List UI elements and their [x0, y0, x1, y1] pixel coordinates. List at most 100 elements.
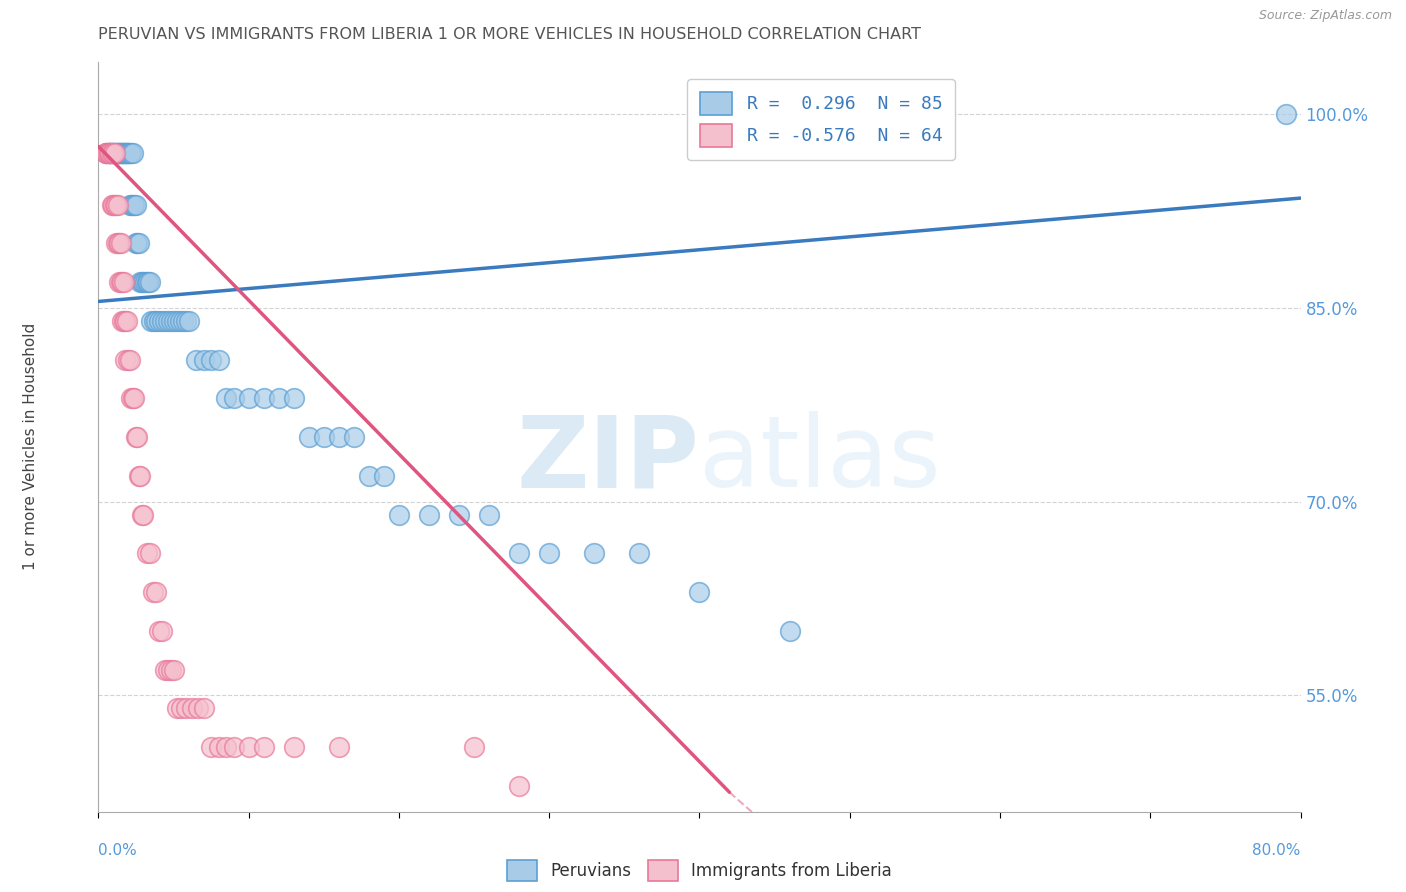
Point	[1274, 107, 1296, 121]
Point	[162, 663, 184, 677]
Point	[129, 468, 152, 483]
Point	[166, 701, 188, 715]
Point	[108, 275, 131, 289]
Point	[208, 740, 231, 755]
Point	[132, 275, 155, 289]
Point	[162, 314, 184, 328]
Point	[388, 508, 411, 522]
Point	[114, 145, 136, 160]
Point	[114, 314, 136, 328]
Point	[117, 145, 139, 160]
Point	[478, 508, 501, 522]
Point	[688, 585, 710, 599]
Point	[101, 145, 124, 160]
Point	[114, 145, 136, 160]
Point	[153, 314, 176, 328]
Point	[125, 197, 148, 211]
Point	[121, 197, 143, 211]
Point	[105, 145, 128, 160]
Point	[166, 314, 188, 328]
Point	[112, 145, 135, 160]
Point	[463, 740, 485, 755]
Point	[131, 275, 153, 289]
Point	[328, 740, 350, 755]
Point	[174, 701, 197, 715]
Point	[121, 392, 143, 406]
Point	[111, 145, 134, 160]
Point	[103, 145, 125, 160]
Point	[107, 145, 129, 160]
Point	[105, 236, 128, 251]
Point	[110, 275, 132, 289]
Point	[122, 392, 145, 406]
Point	[127, 236, 149, 251]
Point	[110, 145, 132, 160]
Point	[100, 145, 122, 160]
Point	[238, 740, 260, 755]
Point	[200, 352, 222, 367]
Point	[253, 740, 276, 755]
Point	[104, 197, 127, 211]
Point	[112, 314, 135, 328]
Text: ZIP: ZIP	[516, 411, 699, 508]
Point	[107, 197, 129, 211]
Point	[128, 468, 150, 483]
Point	[145, 585, 167, 599]
Point	[108, 145, 131, 160]
Text: PERUVIAN VS IMMIGRANTS FROM LIBERIA 1 OR MORE VEHICLES IN HOUSEHOLD CORRELATION : PERUVIAN VS IMMIGRANTS FROM LIBERIA 1 OR…	[98, 27, 921, 42]
Point	[283, 392, 305, 406]
Point	[128, 236, 150, 251]
Point	[104, 145, 127, 160]
Point	[222, 392, 245, 406]
Point	[118, 145, 141, 160]
Point	[108, 236, 131, 251]
Point	[111, 314, 134, 328]
Point	[125, 430, 148, 444]
Point	[141, 585, 163, 599]
Point	[121, 145, 143, 160]
Point	[135, 275, 157, 289]
Point	[150, 624, 173, 638]
Point	[117, 145, 139, 160]
Point	[127, 430, 149, 444]
Point	[103, 145, 125, 160]
Point	[312, 430, 335, 444]
Point	[253, 392, 276, 406]
Point	[107, 236, 129, 251]
Point	[180, 701, 202, 715]
Point	[112, 275, 135, 289]
Point	[134, 275, 156, 289]
Point	[117, 352, 139, 367]
Point	[193, 352, 215, 367]
Point	[115, 145, 138, 160]
Point	[150, 314, 173, 328]
Point	[357, 468, 380, 483]
Point	[101, 145, 124, 160]
Text: 80.0%: 80.0%	[1253, 843, 1301, 858]
Legend: Peruvians, Immigrants from Liberia: Peruvians, Immigrants from Liberia	[499, 852, 900, 889]
Point	[208, 352, 231, 367]
Point	[508, 546, 530, 560]
Point	[125, 236, 148, 251]
Point	[103, 145, 125, 160]
Point	[298, 430, 321, 444]
Point	[122, 145, 145, 160]
Point	[143, 314, 166, 328]
Point	[139, 314, 162, 328]
Point	[111, 145, 134, 160]
Point	[215, 392, 238, 406]
Point	[583, 546, 606, 560]
Point	[174, 314, 197, 328]
Point	[122, 197, 145, 211]
Point	[94, 145, 117, 160]
Point	[508, 779, 530, 793]
Point	[153, 663, 176, 677]
Point	[94, 145, 117, 160]
Point	[779, 624, 801, 638]
Point	[103, 197, 125, 211]
Point	[373, 468, 395, 483]
Point	[118, 352, 141, 367]
Point	[193, 701, 215, 715]
Point	[100, 145, 122, 160]
Point	[200, 740, 222, 755]
